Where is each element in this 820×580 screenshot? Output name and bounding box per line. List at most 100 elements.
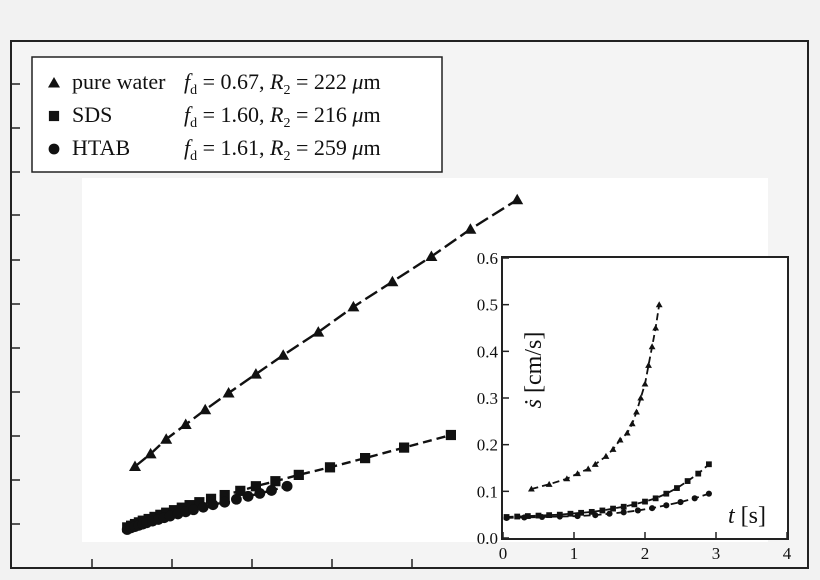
main-data-point-triangle <box>199 403 212 415</box>
inset-data-point-square <box>642 498 648 505</box>
legend: pure water fd = 0.67, R2 = 222 μm SDS fd… <box>31 56 443 173</box>
main-data-point-triangle <box>160 433 173 444</box>
legend-fsub-0: d <box>190 83 197 98</box>
legend-m-0: m <box>363 69 380 94</box>
inset-series <box>503 301 712 521</box>
main-data-point-square <box>360 453 371 464</box>
inset-x-tick-label: 4 <box>783 544 792 563</box>
inset-y-tick-label: 0.3 <box>477 389 498 408</box>
legend-req-1: = 216 <box>291 102 353 127</box>
inset-data-point-square <box>599 507 606 514</box>
legend-params-1: fd = 1.60, R2 = 216 μm <box>184 102 381 131</box>
main-data-point-circle <box>254 487 266 499</box>
inset-x-tick-label: 1 <box>570 544 579 563</box>
legend-m-2: m <box>363 135 380 160</box>
main-data-point-circle <box>242 490 254 502</box>
inset-data-point-triangle <box>574 470 581 477</box>
inset-data-point-square <box>567 510 574 517</box>
inset-data-point-square <box>706 461 712 468</box>
legend-fsub-2: d <box>190 149 197 164</box>
inset-data-point-square <box>546 512 553 519</box>
legend-feq-1: = 1.60, <box>197 102 270 127</box>
main-data-point-square <box>270 476 281 487</box>
inset-data-point-triangle <box>545 480 553 487</box>
legend-mu-2: μ <box>351 135 363 160</box>
inset-x-tick-label: 2 <box>641 544 650 563</box>
inset-data-point-triangle <box>652 324 660 331</box>
inset-data-point-square <box>524 513 531 519</box>
inset-axis-ticks: 0.0 0.1 0.2 0.3 0.4 0.5 0.6 0 1 2 3 4 <box>477 249 792 563</box>
main-data-point-circle <box>188 504 199 516</box>
inset-data-point-circle <box>606 510 613 517</box>
main-data-point-square <box>293 469 304 480</box>
legend-r-0: R <box>269 69 284 94</box>
main-data-point-triangle <box>464 223 477 234</box>
inset-data-point-triangle <box>655 301 663 308</box>
inset-x-tick-label: 3 <box>712 544 721 563</box>
inset-data-point-circle <box>663 502 670 509</box>
main-data-point-circle <box>231 493 242 505</box>
inset-y-tick-label: 0.1 <box>477 482 498 501</box>
inset-data-point-triangle <box>645 361 652 368</box>
inset-data-point-circle <box>705 490 712 497</box>
main-data-point-triangle <box>386 275 399 287</box>
inset-data-point-triangle <box>616 436 624 443</box>
inset-data-point-circle <box>677 499 684 506</box>
inset-data-point-square <box>652 495 659 502</box>
inset-x-unit: [s] <box>741 503 766 529</box>
inset-data-point-square <box>610 505 616 512</box>
inset-data-point-triangle <box>609 445 617 452</box>
inset-chart: 0.0 0.1 0.2 0.3 0.4 0.5 0.6 0 1 2 3 4 t [s] ṡ [cm/s] <box>477 249 792 563</box>
legend-feq-0: = 0.67, <box>197 69 270 94</box>
legend-f-0: f <box>184 69 193 94</box>
inset-data-point-square <box>514 513 521 520</box>
legend-rsub-0: 2 <box>284 83 291 98</box>
inset-data-point-square <box>674 485 680 491</box>
main-data-point-square <box>176 502 187 513</box>
inset-x-var: t <box>728 503 736 529</box>
inset-data-point-square <box>695 470 702 477</box>
inset-data-point-triangle <box>563 475 571 482</box>
inset-data-point-triangle <box>633 408 640 415</box>
main-data-point-square <box>168 505 180 516</box>
main-data-point-square <box>205 493 217 504</box>
inset-data-point-triangle <box>584 465 592 472</box>
main-data-point-square <box>219 489 230 501</box>
legend-fsub-1: d <box>190 116 197 131</box>
inset-y-tick-label: 0.0 <box>477 529 498 548</box>
legend-feq-2: = 1.61, <box>197 135 270 160</box>
main-data-point-circle <box>281 480 293 492</box>
legend-f-2: f <box>184 135 193 160</box>
inset-data-point-circle <box>691 495 698 502</box>
legend-rsub-1: 2 <box>284 116 291 131</box>
main-data-point-square <box>250 481 261 492</box>
inset-data-point-square <box>620 503 627 510</box>
legend-r-2: R <box>269 135 284 160</box>
inset-data-point-triangle <box>528 485 535 492</box>
legend-label-2: HTAB <box>72 135 130 160</box>
inset-data-point-triangle <box>591 460 599 467</box>
inset-data-point-square <box>631 501 638 508</box>
main-data-point-triangle <box>129 460 141 471</box>
inset-x-tick-label: 0 <box>499 544 508 563</box>
legend-f-1: f <box>184 102 193 127</box>
inset-data-point-triangle <box>602 452 610 459</box>
main-data-point-square <box>194 497 205 508</box>
main-data-point-triangle <box>312 326 325 337</box>
main-data-point-circle <box>197 501 209 513</box>
main-data-point-triangle <box>425 250 438 261</box>
main-series <box>121 193 524 535</box>
inset-data-point-circle <box>574 513 581 520</box>
main-data-point-square <box>399 442 410 453</box>
main-data-point-circle <box>266 485 277 496</box>
legend-req-0: = 222 <box>291 69 353 94</box>
legend-params-0: fd = 0.67, R2 = 222 μm <box>184 69 381 98</box>
legend-marker-circle <box>48 143 60 155</box>
legend-mu-0: μ <box>351 69 363 94</box>
legend-params-2: fd = 1.61, R2 = 259 μm <box>184 135 381 164</box>
inset-y-axis-label: ṡ [cm/s] <box>521 332 547 409</box>
main-data-point-circle <box>219 496 231 508</box>
inset-y-tick-label: 0.4 <box>477 342 499 361</box>
inset-data-point-circle <box>649 505 656 512</box>
main-data-point-triangle <box>249 368 262 379</box>
